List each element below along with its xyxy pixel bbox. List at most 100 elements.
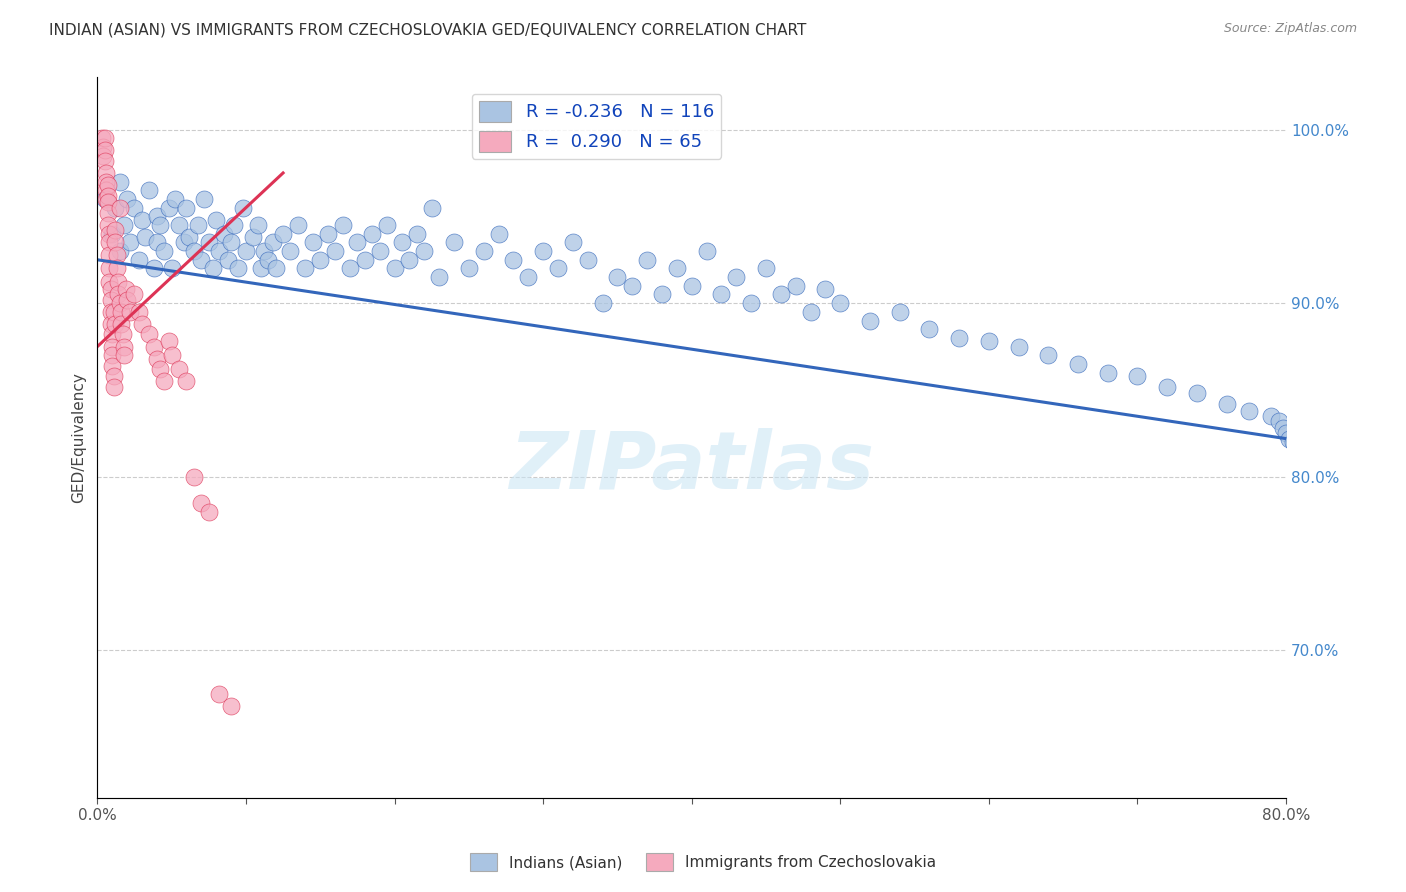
Point [183,244,205,258]
Point [112,348,135,362]
Point [97,188,120,202]
Point [110,305,132,319]
Point [309,252,332,267]
Point [1126,369,1149,384]
Point [384,261,406,276]
Point [142,261,165,276]
Point [814,282,837,296]
Point [115,293,138,307]
Point [105,247,128,261]
Point [104,235,127,250]
Point [98,261,121,276]
Point [153,244,176,258]
Point [197,235,219,250]
Point [101,359,124,373]
Point [197,504,219,518]
Point [97,178,120,193]
Point [101,348,124,362]
Point [104,223,127,237]
Point [104,201,127,215]
Point [124,201,146,215]
Point [353,252,375,267]
Point [375,218,398,232]
Point [830,296,852,310]
Point [785,278,807,293]
Point [107,287,129,301]
Point [100,293,122,307]
Point [118,305,141,319]
Point [332,218,354,232]
Point [98,247,121,261]
Point [94,192,117,206]
Y-axis label: GED/Equivalency: GED/Equivalency [72,372,86,503]
Point [103,305,125,319]
Point [142,340,165,354]
Point [118,235,141,250]
Point [160,261,183,276]
Point [138,327,160,342]
Point [592,296,614,310]
Point [167,218,190,232]
Point [124,287,146,301]
Point [725,270,748,285]
Point [176,201,198,215]
Point [232,201,254,215]
Point [472,244,495,258]
Point [547,261,569,276]
Point [517,270,540,285]
Point [94,144,117,158]
Point [98,227,121,241]
Point [918,322,941,336]
Point [1185,386,1208,401]
Point [97,206,120,220]
Point [94,131,117,145]
Point [104,317,127,331]
Point [368,244,391,258]
Point [183,470,205,484]
Point [457,261,479,276]
Point [179,230,201,244]
Point [108,296,131,310]
Point [1067,357,1090,371]
Point [212,227,235,241]
Point [294,261,316,276]
Point [96,183,118,197]
Point [948,331,970,345]
Point [219,235,242,250]
Point [163,192,186,206]
Point [101,227,124,241]
Text: Source: ZipAtlas.com: Source: ZipAtlas.com [1223,22,1357,36]
Point [262,235,284,250]
Point [1272,421,1295,435]
Point [1282,435,1305,450]
Point [96,192,118,206]
Point [280,244,302,258]
Point [94,153,117,168]
Point [167,362,190,376]
Point [264,261,287,276]
Point [97,218,120,232]
Point [110,317,132,331]
Point [1237,404,1260,418]
Point [190,252,212,267]
Point [249,261,271,276]
Point [100,282,122,296]
Point [157,201,180,215]
Point [413,244,436,258]
Point [112,218,135,232]
Point [131,317,153,331]
Point [391,235,413,250]
Point [242,230,264,244]
Point [488,227,510,241]
Point [98,276,121,290]
Point [287,218,309,232]
Point [977,334,1000,349]
Point [1215,397,1237,411]
Point [859,313,882,327]
Legend: Indians (Asian), Immigrants from Czechoslovakia: Indians (Asian), Immigrants from Czechos… [464,847,942,877]
Point [149,218,172,232]
Point [138,183,160,197]
Point [1007,340,1029,354]
Point [1267,414,1289,428]
Point [710,287,733,301]
